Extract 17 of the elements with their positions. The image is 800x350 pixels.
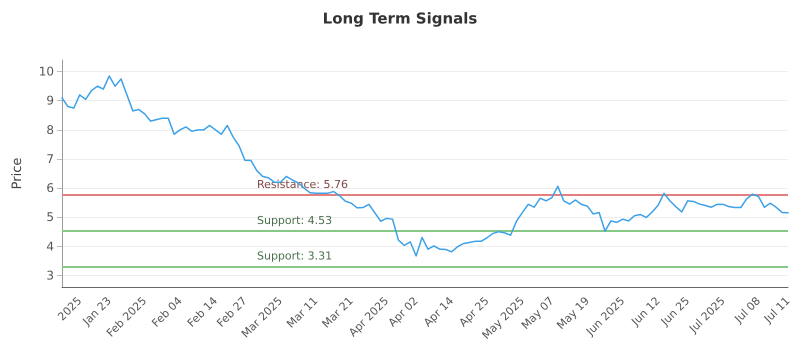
x-tick-label: Mar 11 — [284, 294, 320, 331]
ref-line-label: Support: 3.31 — [257, 249, 332, 262]
y-axis-title: Price — [10, 158, 25, 190]
y-tick-label: 10 — [38, 64, 54, 79]
x-tick-label: Feb 04 — [149, 294, 185, 330]
chart-title: Long Term Signals — [322, 10, 478, 28]
x-tick-label: Jul 08 — [731, 294, 764, 326]
y-tick-label: 9 — [46, 94, 54, 108]
y-tick-label: 4 — [46, 239, 54, 254]
x-tick-label: Apr 14 — [421, 294, 456, 330]
y-tick-label: 7 — [46, 152, 54, 166]
ref-line-label: Support: 4.53 — [257, 214, 332, 227]
y-tick-label: 3 — [46, 268, 54, 282]
x-tick-label: Jul 11 — [760, 294, 793, 326]
y-tick-label: 6 — [46, 181, 54, 196]
y-tick-label: 5 — [46, 210, 54, 224]
y-tick-label: 8 — [46, 122, 54, 137]
